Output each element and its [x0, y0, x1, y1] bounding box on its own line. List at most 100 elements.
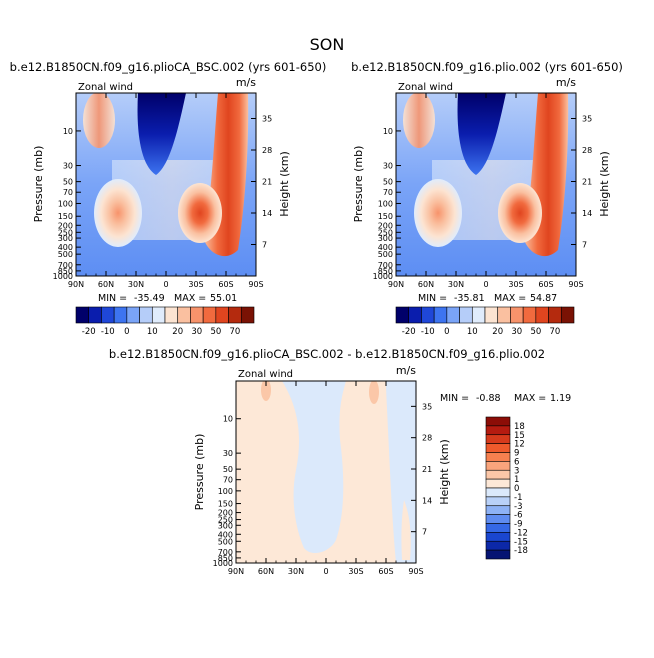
panel-diff-ytick-right-label: 21 [422, 465, 432, 474]
labelbar-left-swatch [202, 306, 217, 324]
panel-diff-ytick-label: 300 [218, 521, 233, 530]
panel-right-field [396, 93, 576, 276]
panel-diff-ytick-label: 50 [223, 465, 233, 474]
labelbar-left-swatch [126, 306, 140, 324]
labelbar-diff-swatch [485, 549, 511, 560]
panel-left-ytick-label: 150 [58, 212, 73, 221]
panel-diff-ytick-label: 200 [218, 509, 233, 518]
labelbar-diff-swatch [485, 532, 511, 542]
southern-jet-lower [178, 183, 222, 243]
diff-positive-region-southpole [401, 500, 411, 560]
panel-left-max: 55.01 [210, 293, 237, 304]
panel-right-title: b.e12.B1850CN.f09_g16.plio.002 (yrs 601-… [351, 60, 623, 74]
panel-left-units: m/s [236, 76, 256, 89]
labelbar-right-label: -20 [402, 327, 416, 337]
panel-right-ytick-label: 150 [378, 212, 393, 221]
panel-diff-ytick-label: 500 [218, 537, 233, 546]
labelbar-left-swatch [75, 306, 90, 324]
labelbar-diff-label: -12 [514, 528, 528, 538]
labelbar-diff-label: 15 [514, 431, 525, 441]
labelbar-left: -20 -10 0 10 20 30 50 70 [75, 306, 255, 337]
labelbar-right-swatch [459, 306, 473, 324]
labelbar-right-swatch [408, 306, 422, 324]
labelbar-left-label: 70 [230, 327, 241, 337]
panel-diff-xaxis: 90N 60N 30N 0 30S 60S 90S [228, 381, 424, 576]
panel-right-ytick-label: 50 [383, 178, 393, 187]
labelbar-right-label: -10 [421, 327, 435, 337]
panel-left-ytick-right-label: 7 [262, 240, 267, 249]
labelbar-diff-swatch [485, 443, 511, 453]
easterly-core [457, 93, 506, 175]
panel-left-max-label: MAX = [174, 293, 206, 304]
panel-right-xtick-label: 90N [388, 280, 404, 289]
panel-diff-ytick-label: 400 [218, 530, 233, 539]
labelbar-right-label: 20 [492, 327, 503, 337]
labelbar-right-swatch [421, 306, 435, 324]
panel-diff-variable: Zonal wind [238, 369, 293, 380]
panel-diff-units: m/s [396, 364, 416, 377]
panel-left-ytick-label: 500 [58, 250, 73, 259]
labelbar-right-swatch [510, 306, 524, 324]
panel-diff-ytick-label: 10 [223, 415, 233, 424]
labelbar-left-swatch [190, 306, 204, 324]
panel-diff: b.e12.B1850CN.f09_g16.plioCA_BSC.002 - b… [109, 347, 571, 576]
panel-right-min: -35.81 [454, 293, 485, 304]
labelbar-diff-label: 9 [514, 449, 519, 459]
panel-diff-ytick-right-label: 28 [422, 434, 432, 443]
labelbar-left-label: 0 [124, 327, 129, 337]
labelbar-right-swatch [560, 306, 575, 324]
panel-left-ytick-label: 50 [63, 178, 73, 187]
northern-jet-upper [403, 93, 435, 148]
labelbar-diff-label: 3 [514, 466, 519, 476]
panel-left-xtick-label: 90N [68, 280, 84, 289]
panel-right-variable: Zonal wind [398, 82, 453, 93]
labelbar-left-label: 50 [210, 327, 221, 337]
labelbar-diff-label: -15 [514, 537, 528, 547]
labelbar-diff-swatch [485, 461, 511, 471]
labelbar-left-swatch [240, 306, 255, 324]
panel-left-variable: Zonal wind [78, 82, 133, 93]
panel-diff-ytick-label: 1000 [213, 559, 233, 568]
panel-diff-yaxis-right: 35 28 21 14 7 [411, 402, 432, 537]
panel-left-ytick-label: 700 [58, 261, 73, 270]
labelbar-left-swatch [113, 306, 128, 324]
labelbar-left-swatch [88, 306, 102, 324]
panel-left-ytick-label: 400 [58, 243, 73, 252]
panel-right-ytick-right-label: 28 [582, 146, 592, 155]
panel-diff-ytick-label: 70 [223, 476, 233, 485]
panel-right-units: m/s [556, 76, 576, 89]
panel-right-ytick-right-label: 21 [582, 177, 592, 186]
panel-left-min-label: MIN = [98, 293, 127, 304]
panel-diff-max-label: MAX = [514, 393, 546, 404]
panel-left-xtick-label: 30N [128, 280, 144, 289]
panel-right-max-label: MAX = [494, 293, 526, 304]
panel-right-xtick-label: 0 [483, 280, 488, 289]
panel-diff-title: b.e12.B1850CN.f09_g16.plioCA_BSC.002 - b… [109, 347, 545, 361]
panel-diff-min: -0.88 [476, 393, 501, 404]
labelbar-diff-swatch [485, 540, 511, 551]
labelbar-diff-swatch [485, 434, 511, 444]
panel-right-xaxis: 90N 60N 30N 0 30S 60S 90S [388, 93, 584, 289]
labelbar-right-swatch [484, 306, 499, 324]
panel-diff-xtick-label: 60S [378, 567, 393, 576]
panel-left-ytick-label: 1000 [53, 272, 73, 281]
panel-diff-ylabel: Pressure (mb) [193, 434, 206, 511]
panel-left-xaxis: 90N 60N 30N 0 30S 60S 90S [68, 93, 264, 289]
panel-right-min-label: MIN = [418, 293, 447, 304]
labelbar-diff-swatch [485, 425, 511, 436]
panel-left-xtick-label: 60N [98, 280, 114, 289]
panel-left-ytick-right-label: 14 [262, 209, 272, 218]
labelbar-diff-label: -1 [514, 493, 522, 503]
panel-right-ytick-label: 30 [383, 162, 393, 171]
panel-left: b.e12.B1850CN.f09_g16.plioCA_BSC.002 (yr… [10, 60, 327, 304]
panel-left-ytick-right-label: 35 [262, 114, 272, 123]
labelbar-right-label: 50 [530, 327, 541, 337]
labelbar-right: -20 -10 0 10 20 30 50 70 [395, 306, 575, 337]
labelbar-diff-label: -3 [514, 502, 522, 512]
labelbar-right-label: 70 [550, 327, 561, 337]
labelbar-diff-label: 6 [514, 457, 519, 467]
